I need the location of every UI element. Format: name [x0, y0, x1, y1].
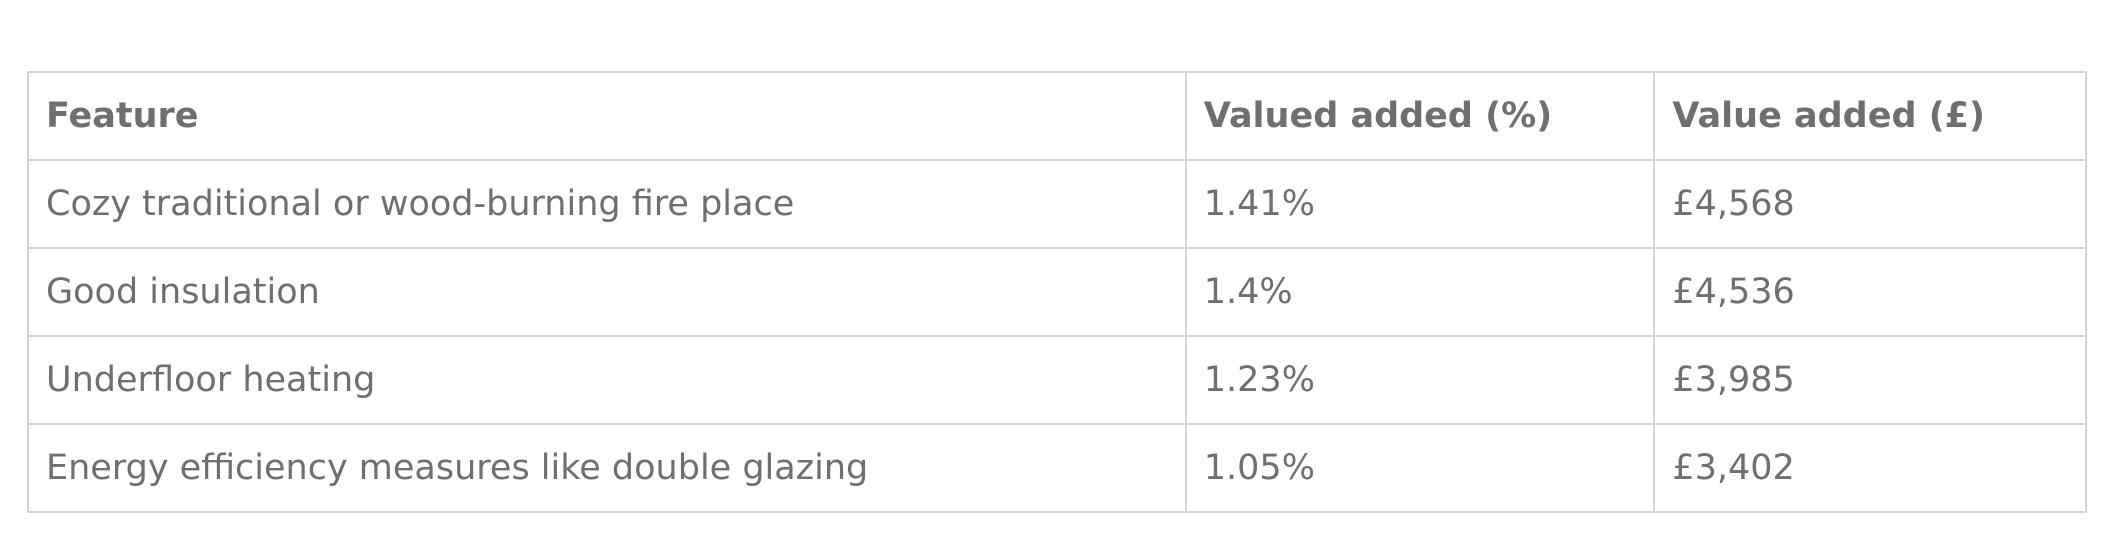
table-cell: Underfloor heating [27, 335, 1187, 425]
table-cell: £3,985 [1653, 335, 2087, 425]
header-cell: Valued added (%) [1184, 71, 1656, 161]
table-cell: Cozy traditional or wood-burning fire pl… [27, 159, 1187, 249]
table-cell: £4,536 [1653, 247, 2087, 337]
table-row: Cozy traditional or wood-burning fire pl… [27, 159, 2087, 249]
table-cell: £4,568 [1653, 159, 2087, 249]
table-row: Underfloor heating 1.23% £3,985 [27, 335, 2087, 425]
table-cell: £3,402 [1653, 423, 2087, 513]
table-cell: 1.4% [1184, 247, 1656, 337]
header-cell: Feature [27, 71, 1187, 161]
table-cell: Good insulation [27, 247, 1187, 337]
table-row: Energy efficiency measures like double g… [27, 423, 2087, 513]
header-cell: Value added (£) [1653, 71, 2087, 161]
table-cell: 1.05% [1184, 423, 1656, 513]
data-table: Feature Valued added (%) Value added (£) C… [27, 71, 2087, 513]
table-cell: Energy efficiency measures like double g… [27, 423, 1187, 513]
header-row: Feature Valued added (%) Value added (£) [27, 71, 2087, 161]
table-row: Good insulation 1.4% £4,536 [27, 247, 2087, 337]
table-cell: 1.41% [1184, 159, 1656, 249]
table-cell: 1.23% [1184, 335, 1656, 425]
